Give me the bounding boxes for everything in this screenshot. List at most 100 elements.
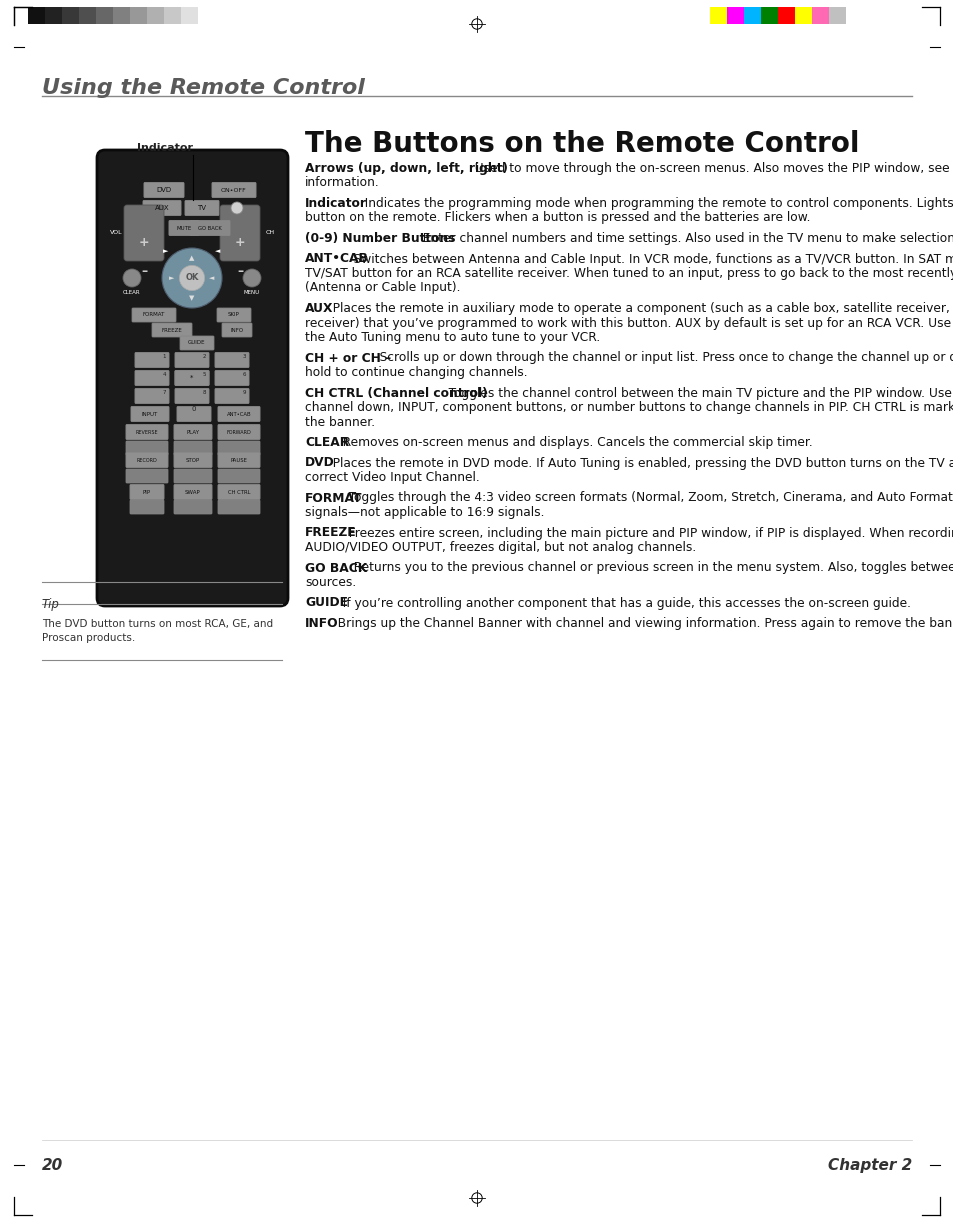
- FancyBboxPatch shape: [176, 407, 211, 422]
- Bar: [828, 7, 845, 24]
- FancyBboxPatch shape: [218, 500, 259, 514]
- FancyBboxPatch shape: [185, 200, 219, 215]
- Text: ANT•CAB: ANT•CAB: [305, 253, 369, 265]
- Text: signals—not applicable to 16:9 signals.: signals—not applicable to 16:9 signals.: [305, 506, 544, 519]
- Text: ▲: ▲: [189, 255, 194, 262]
- Bar: [760, 7, 778, 24]
- Text: PAUSE: PAUSE: [231, 457, 247, 462]
- Bar: [147, 7, 164, 24]
- FancyBboxPatch shape: [214, 370, 249, 385]
- FancyBboxPatch shape: [152, 323, 192, 337]
- Text: CH: CH: [266, 231, 274, 236]
- FancyBboxPatch shape: [174, 389, 209, 403]
- Text: ◄: ◄: [209, 275, 214, 281]
- Text: GO BACK: GO BACK: [305, 561, 367, 574]
- Circle shape: [162, 248, 222, 308]
- Text: –: –: [141, 264, 147, 277]
- Text: 1: 1: [162, 353, 166, 358]
- FancyBboxPatch shape: [174, 370, 209, 385]
- Bar: [709, 7, 726, 24]
- Text: ◄: ◄: [215, 248, 220, 254]
- Text: Using the Remote Control: Using the Remote Control: [42, 78, 364, 98]
- FancyBboxPatch shape: [134, 370, 169, 385]
- Text: DVD: DVD: [305, 457, 335, 469]
- Bar: [112, 7, 130, 24]
- Text: INPUT: INPUT: [142, 412, 158, 417]
- FancyBboxPatch shape: [169, 220, 199, 236]
- FancyBboxPatch shape: [130, 500, 164, 514]
- Text: Tip: Tip: [42, 598, 60, 611]
- FancyBboxPatch shape: [214, 389, 249, 403]
- Text: Removes on-screen menus and displays. Cancels the commercial skip timer.: Removes on-screen menus and displays. Ca…: [331, 436, 812, 448]
- Bar: [181, 7, 198, 24]
- Text: *: *: [190, 375, 193, 381]
- Text: CH CTRL: CH CTRL: [228, 490, 250, 495]
- Text: Toggles the channel control between the main TV picture and the PIP window. Use : Toggles the channel control between the …: [436, 386, 953, 400]
- FancyBboxPatch shape: [174, 370, 209, 385]
- Text: FORMAT: FORMAT: [143, 313, 165, 318]
- Text: Returns you to the previous channel or previous screen in the menu system. Also,: Returns you to the previous channel or p…: [341, 561, 953, 574]
- Text: Scrolls up or down through the channel or input list. Press once to change the c: Scrolls up or down through the channel o…: [368, 352, 953, 364]
- Text: Places the remote in DVD mode. If Auto Tuning is enabled, pressing the DVD butto: Places the remote in DVD mode. If Auto T…: [320, 457, 953, 469]
- FancyBboxPatch shape: [134, 352, 169, 368]
- FancyBboxPatch shape: [212, 182, 255, 198]
- Text: 6: 6: [242, 371, 246, 376]
- Circle shape: [123, 269, 141, 287]
- Text: Indicates the programming mode when programming the remote to control components: Indicates the programming mode when prog…: [353, 197, 953, 210]
- Text: GUIDE: GUIDE: [188, 341, 206, 346]
- Text: AUDIO/VIDEO OUTPUT, freezes digital, but not analog channels.: AUDIO/VIDEO OUTPUT, freezes digital, but…: [305, 541, 696, 554]
- Text: SWAP: SWAP: [185, 490, 201, 495]
- FancyBboxPatch shape: [218, 441, 259, 455]
- FancyBboxPatch shape: [217, 407, 260, 422]
- FancyBboxPatch shape: [222, 323, 252, 337]
- Text: GUIDE: GUIDE: [305, 596, 348, 610]
- Bar: [726, 7, 743, 24]
- Text: (0-9) Number Buttons: (0-9) Number Buttons: [305, 232, 455, 244]
- Text: +: +: [138, 237, 150, 249]
- FancyBboxPatch shape: [173, 424, 212, 440]
- FancyBboxPatch shape: [218, 469, 259, 483]
- Text: ▼: ▼: [189, 295, 194, 301]
- Bar: [28, 7, 45, 24]
- Text: Indicator: Indicator: [137, 143, 193, 153]
- Bar: [130, 7, 147, 24]
- Text: FREEZE: FREEZE: [305, 527, 356, 539]
- FancyBboxPatch shape: [131, 407, 169, 422]
- Text: MENU: MENU: [244, 290, 260, 295]
- FancyBboxPatch shape: [130, 484, 164, 500]
- FancyBboxPatch shape: [97, 150, 288, 606]
- FancyBboxPatch shape: [180, 336, 213, 349]
- FancyBboxPatch shape: [217, 424, 260, 440]
- FancyBboxPatch shape: [173, 484, 212, 500]
- Text: PLAY: PLAY: [186, 429, 199, 435]
- FancyBboxPatch shape: [124, 205, 164, 262]
- Text: MUTE: MUTE: [176, 226, 192, 231]
- Text: 4: 4: [162, 371, 166, 376]
- Text: INFO: INFO: [231, 327, 243, 332]
- Text: correct Video Input Channel.: correct Video Input Channel.: [305, 470, 479, 484]
- Circle shape: [243, 269, 261, 287]
- FancyBboxPatch shape: [217, 484, 260, 500]
- Text: VOL: VOL: [110, 231, 123, 236]
- Text: RECORD: RECORD: [136, 457, 157, 462]
- Text: OK: OK: [185, 274, 198, 282]
- Text: –: –: [236, 264, 243, 277]
- Text: SKIP: SKIP: [228, 313, 240, 318]
- FancyBboxPatch shape: [126, 452, 168, 468]
- Text: 5: 5: [202, 371, 206, 376]
- Text: Indicator: Indicator: [305, 197, 367, 210]
- FancyBboxPatch shape: [134, 389, 169, 403]
- Bar: [45, 7, 62, 24]
- Text: ANT•CAB: ANT•CAB: [227, 412, 251, 417]
- Bar: [811, 7, 828, 24]
- Text: Places the remote in auxiliary mode to operate a component (such as a cable box,: Places the remote in auxiliary mode to o…: [320, 302, 953, 315]
- Text: Chapter 2: Chapter 2: [827, 1158, 911, 1173]
- Text: the banner.: the banner.: [305, 415, 375, 429]
- FancyBboxPatch shape: [173, 441, 212, 455]
- Text: 7: 7: [162, 390, 166, 395]
- FancyBboxPatch shape: [144, 182, 184, 198]
- FancyBboxPatch shape: [174, 352, 209, 368]
- Text: CLEAR: CLEAR: [305, 436, 349, 448]
- Text: Used to move through the on-screen menus. Also moves the PIP window, see page 38: Used to move through the on-screen menus…: [463, 163, 953, 175]
- FancyBboxPatch shape: [126, 441, 168, 455]
